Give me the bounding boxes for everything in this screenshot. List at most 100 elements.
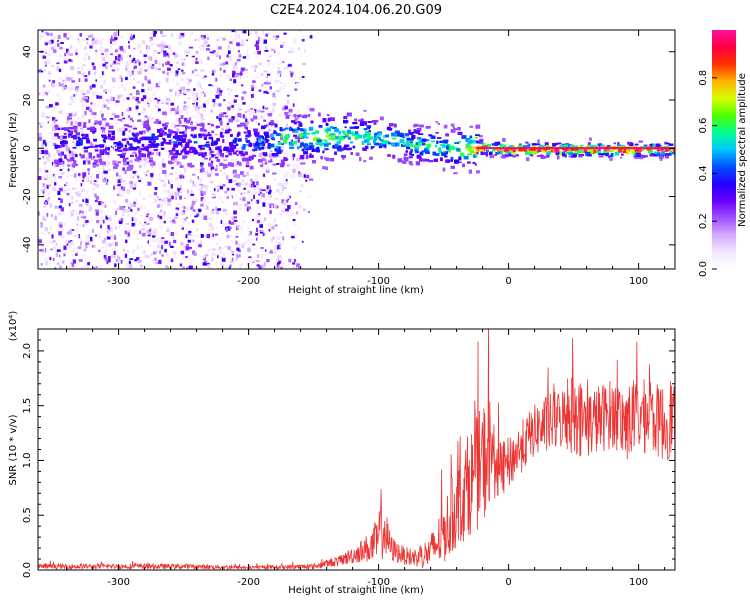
spectrogram-ridge-cell: [649, 144, 653, 147]
spectrogram-noise-cell: [51, 82, 53, 87]
spectrogram-ridge-cell: [105, 152, 110, 155]
spectrogram-noise-cell: [162, 158, 164, 163]
spectrogram-noise-cell: [86, 234, 90, 239]
spectrogram-noise-cell: [167, 194, 171, 199]
spectrogram-noise-cell: [142, 223, 147, 227]
spectrogram-noise-cell: [89, 180, 93, 184]
spectrogram-noise-cell: [263, 197, 267, 201]
spectrogram-noise-cell: [95, 164, 100, 167]
spectrogram-noise-cell: [53, 46, 56, 49]
spectrogram-noise-cell: [291, 139, 293, 142]
spectrogram-noise-cell: [216, 226, 219, 229]
spectrogram-noise-cell: [39, 36, 42, 41]
spectrogram-noise-cell: [117, 206, 120, 209]
spectrogram-noise-cell: [198, 209, 202, 212]
spectrogram-ridge-cell: [80, 154, 85, 159]
spectrogram-noise-cell: [151, 146, 154, 151]
spectrogram-noise-cell: [215, 157, 218, 163]
spectrogram-noise-cell: [276, 263, 280, 268]
spectrogram-noise-cell: [161, 199, 165, 202]
spectrogram-noise-cell: [91, 62, 95, 66]
spectrogram-noise-cell: [184, 197, 186, 199]
spectrogram-noise-cell: [227, 106, 231, 111]
spectrogram-noise-cell: [160, 48, 164, 53]
spectrogram-noise-cell: [71, 241, 74, 245]
spectrogram-noise-cell: [212, 103, 215, 108]
spectrogram-ridge-cell: [310, 120, 314, 124]
spectrogram-noise-cell: [46, 61, 51, 65]
spectrogram-noise-cell: [227, 87, 230, 91]
spectrogram-noise-cell: [192, 115, 197, 118]
spectrogram-noise-cell: [124, 180, 127, 185]
spectrogram-noise-cell: [55, 164, 60, 167]
spectrogram-noise-cell: [60, 234, 65, 238]
spectrogram-ridge-cell: [284, 127, 289, 130]
spectrogram-noise-cell: [69, 53, 73, 56]
spectrogram-noise-cell: [85, 210, 87, 214]
spectrogram-noise-cell: [92, 91, 95, 96]
spectrogram-noise-cell: [107, 164, 111, 167]
spectrogram-noise-cell: [247, 190, 251, 194]
spectrogram-noise-cell: [74, 111, 78, 114]
spectrogram-noise-cell: [48, 41, 52, 45]
spectrogram-noise-cell: [289, 195, 291, 199]
spectrogram-ridge-cell: [530, 154, 534, 157]
spectrogram-noise-cell: [120, 217, 124, 222]
spectrogram-ridge-cell: [189, 151, 194, 154]
spectrogram-noise-cell: [212, 194, 215, 198]
spectrogram-noise-cell: [202, 191, 207, 195]
spectrogram-ridge-cell: [315, 142, 321, 145]
spectrogram-noise-cell: [74, 212, 78, 215]
spectrogram-noise-cell: [81, 120, 84, 125]
spectrogram-noise-cell: [135, 98, 139, 101]
spectrogram-noise-cell: [262, 202, 266, 207]
spectrogram-ridge-cell: [409, 151, 412, 156]
spectrogram-noise-cell: [89, 107, 92, 110]
spectrogram-ridge-cell: [457, 127, 461, 131]
spectrogram-noise-cell: [183, 101, 186, 104]
spectrogram-ridge-cell: [67, 164, 71, 167]
spectrogram-noise-cell: [228, 92, 231, 97]
spectrogram-ridge-cell: [54, 124, 59, 128]
spectrogram-noise-cell: [82, 172, 87, 177]
spectrogram-noise-cell: [189, 259, 193, 264]
spectrogram-noise-cell: [197, 106, 201, 109]
spectrogram-noise-cell: [232, 220, 237, 225]
spectrogram-noise-cell: [175, 213, 179, 216]
spectrogram-noise-cell: [296, 211, 298, 215]
spectrogram-noise-cell: [182, 266, 185, 269]
spectrogram-ridge-cell: [504, 154, 509, 158]
spectrogram-ridge-cell: [316, 146, 320, 151]
spectrogram-noise-cell: [268, 195, 273, 198]
spectrogram-noise-cell: [236, 32, 239, 36]
spectrogram-noise-cell: [178, 95, 180, 98]
spectrogram-ridge-cell: [450, 123, 455, 127]
spectrogram-ridge-cell: [369, 156, 373, 160]
spectrogram-ridge-cell: [325, 139, 328, 143]
spectrogram-noise-cell: [144, 211, 147, 216]
spectrogram-noise-cell: [125, 70, 130, 73]
spectrogram-ridge-cell: [349, 141, 354, 144]
spectrogram-ridge-cell: [442, 140, 448, 144]
spectrogram-noise-cell: [197, 110, 200, 115]
spectrogram-noise-cell: [211, 147, 214, 152]
spectrogram-noise-cell: [46, 91, 49, 96]
spectrogram-noise-cell: [77, 190, 80, 193]
spectrogram-noise-cell: [76, 251, 78, 255]
spectrogram-noise-cell: [203, 255, 206, 259]
spectrogram-noise-cell: [152, 52, 155, 57]
spectrogram-noise-cell: [41, 70, 44, 73]
spectrogram-noise-cell: [189, 178, 192, 183]
spectrogram-noise-cell: [157, 81, 161, 87]
spectrogram-ridge-cell: [138, 152, 142, 157]
spectrogram-noise-cell: [138, 192, 141, 196]
spectrogram-noise-cell: [132, 176, 135, 179]
spectrogram-noise-cell: [263, 39, 267, 44]
spectrogram-noise-cell: [70, 262, 73, 264]
spectrogram-ridge-cell: [85, 133, 89, 138]
spectrogram-ridge-cell: [392, 154, 396, 159]
spectrogram-noise-cell: [99, 219, 103, 223]
spectrogram-noise-cell: [245, 250, 248, 253]
spectrogram-ridge-cell: [203, 137, 207, 140]
spectrogram-ridge-cell: [63, 133, 67, 135]
